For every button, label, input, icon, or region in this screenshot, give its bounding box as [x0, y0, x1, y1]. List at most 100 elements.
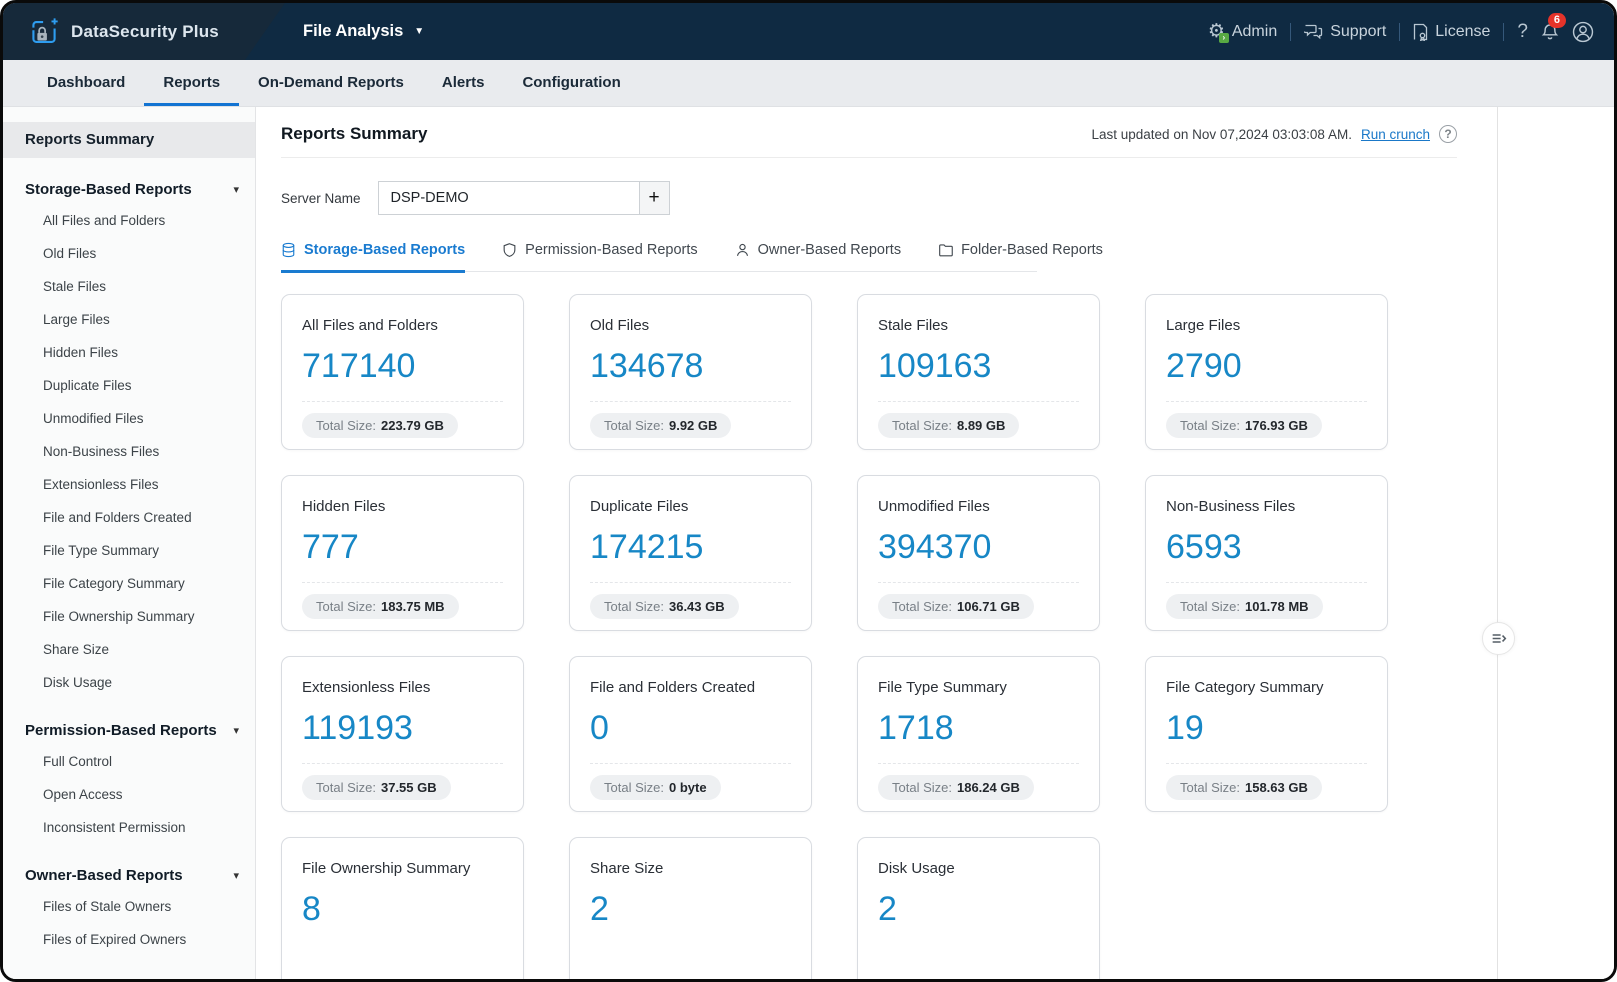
sidebar-section-owner-based-reports[interactable]: Owner-Based Reports ▾	[3, 867, 255, 884]
size-label: Total Size:	[1180, 418, 1240, 433]
card-title: File Type Summary	[878, 679, 1007, 696]
brand-area[interactable]: DataSecurity Plus	[3, 3, 285, 60]
card-title: File and Folders Created	[590, 679, 756, 696]
card-count: 109163	[878, 347, 992, 385]
card-count: 19	[1166, 709, 1204, 747]
report-card-large-files[interactable]: Large Files 2790 Total Size: 176.93 GB	[1145, 294, 1388, 450]
product-name: File Analysis	[303, 22, 404, 40]
divider	[590, 582, 791, 583]
tab-storage-based-reports[interactable]: Storage-Based Reports	[281, 242, 466, 273]
sidebar-item-non-business-files[interactable]: Non-Business Files	[43, 444, 160, 459]
side-panel-toggle-button[interactable]	[1482, 622, 1515, 655]
nav-tab-configuration[interactable]: Configuration	[522, 74, 621, 91]
report-card-share-size[interactable]: Share Size 2	[569, 837, 812, 979]
brand-title: DataSecurity Plus	[71, 21, 219, 41]
sidebar-item-file-ownership-summary[interactable]: File Ownership Summary	[43, 609, 195, 624]
divider	[302, 763, 503, 764]
card-title: File Ownership Summary	[302, 860, 471, 877]
size-label: Total Size:	[604, 418, 664, 433]
sidebar-section-permission-based-reports[interactable]: Permission-Based Reports ▾	[3, 722, 255, 739]
report-card-file-category-summary[interactable]: File Category Summary 19 Total Size: 158.63…	[1145, 656, 1388, 812]
sidebar-item-all-files-and-folders[interactable]: All Files and Folders	[43, 213, 166, 228]
sidebar-item-extensionless-files[interactable]: Extensionless Files	[43, 477, 159, 492]
report-card-file-and-folders-created[interactable]: File and Folders Created 0 Total Size: 0 by…	[569, 656, 812, 812]
folder-icon	[938, 242, 953, 258]
profile-button[interactable]	[1572, 21, 1594, 43]
sidebar-item-share-size[interactable]: Share Size	[43, 642, 110, 657]
sidebar-item-file-category-summary[interactable]: File Category Summary	[43, 576, 185, 591]
help-icon[interactable]: ?	[1517, 20, 1528, 42]
report-card-duplicate-files[interactable]: Duplicate Files 174215 Total Size: 36.43 GB	[569, 475, 812, 631]
help-circle-icon[interactable]: ?	[1439, 125, 1457, 143]
sidebar-item-reports-summary[interactable]: Reports Summary	[3, 122, 255, 158]
report-card-stale-files[interactable]: Stale Files 109163 Total Size: 8.89 GB	[857, 294, 1100, 450]
report-card-old-files[interactable]: Old Files 134678 Total Size: 9.92 GB	[569, 294, 812, 450]
card-count: 174215	[590, 528, 704, 566]
nav-tab-dashboard[interactable]: Dashboard	[47, 74, 126, 91]
divider	[878, 401, 1079, 402]
chevron-down-icon: ▾	[233, 184, 239, 196]
report-card-hidden-files[interactable]: Hidden Files 777 Total Size: 183.75 MB	[281, 475, 524, 631]
divider	[878, 763, 1079, 764]
tab-folder-based-reports[interactable]: Folder-Based Reports	[938, 242, 1103, 273]
size-label: Total Size:	[316, 780, 376, 795]
size-label: Total Size:	[1180, 780, 1240, 795]
support-menu[interactable]: Support	[1304, 23, 1386, 41]
card-title: Hidden Files	[302, 498, 386, 515]
topbar-right: ⚙ › Admin Support	[1208, 12, 1614, 43]
nav-tab-alerts[interactable]: Alerts	[441, 74, 485, 91]
server-name-label: Server Name	[281, 190, 361, 206]
card-title: Non-Business Files	[1166, 498, 1296, 515]
server-name-input[interactable]	[377, 181, 640, 215]
divider	[1166, 582, 1367, 583]
sidebar-item-open-access[interactable]: Open Access	[43, 787, 123, 802]
sidebar-item-stale-files[interactable]: Stale Files	[43, 279, 107, 294]
sidebar-item-full-control[interactable]: Full Control	[43, 754, 113, 769]
license-menu[interactable]: License	[1413, 23, 1490, 41]
card-count: 8	[302, 890, 321, 928]
report-card-extensionless-files[interactable]: Extensionless Files 119193 Total Size: 37.5…	[281, 656, 524, 812]
tab-permission-based-reports[interactable]: Permission-Based Reports	[502, 242, 698, 273]
sidebar-item-file-and-folders-created[interactable]: File and Folders Created	[43, 510, 192, 525]
datasecurity-logo-icon	[29, 17, 59, 47]
report-card-unmodified-files[interactable]: Unmodified Files 394370 Total Size: 106.71 …	[857, 475, 1100, 631]
card-count: 394370	[878, 528, 992, 566]
divider	[281, 157, 1457, 158]
sidebar-item-files-of-expired-owners[interactable]: Files of Expired Owners	[43, 932, 187, 947]
run-crunch-link[interactable]: Run crunch	[1360, 126, 1430, 142]
total-size-badge: Total Size: 106.71 GB	[878, 594, 1034, 619]
database-icon	[281, 242, 296, 258]
report-card-disk-usage[interactable]: Disk Usage 2	[857, 837, 1100, 979]
sidebar-section-storage-based-reports[interactable]: Storage-Based Reports ▾	[3, 181, 255, 198]
admin-menu[interactable]: ⚙ › Admin	[1208, 22, 1277, 43]
sidebar-item-hidden-files[interactable]: Hidden Files	[43, 345, 119, 360]
sidebar-item-disk-usage[interactable]: Disk Usage	[43, 675, 113, 690]
report-tabs: Storage-Based Reports Permission-Based Re…	[281, 242, 1103, 273]
card-title: Unmodified Files	[878, 498, 990, 515]
sidebar-item-file-type-summary[interactable]: File Type Summary	[43, 543, 160, 558]
card-count: 0	[590, 709, 609, 747]
sidebar-item-inconsistent-permission[interactable]: Inconsistent Permission	[43, 820, 186, 835]
sidebar-item-duplicate-files[interactable]: Duplicate Files	[43, 378, 132, 393]
sidebar-item-old-files[interactable]: Old Files	[43, 246, 97, 261]
total-size-badge: Total Size: 186.24 GB	[878, 775, 1034, 800]
report-card-all-files-and-folders[interactable]: All Files and Folders 717140 Total Size: 22…	[281, 294, 524, 450]
report-card-non-business-files[interactable]: Non-Business Files 6593 Total Size: 101.78 …	[1145, 475, 1388, 631]
tab-owner-based-reports[interactable]: Owner-Based Reports	[735, 242, 901, 273]
sidebar-item-unmodified-files[interactable]: Unmodified Files	[43, 411, 144, 426]
product-switcher[interactable]: File Analysis ▼	[303, 22, 424, 41]
card-title: Extensionless Files	[302, 679, 431, 696]
size-value: 101.78 MB	[1244, 599, 1309, 614]
nav-tab-on-demand-reports[interactable]: On-Demand Reports	[258, 74, 404, 91]
last-updated-text: Last updated on Nov 07,2024 03:03:08 AM.	[1091, 126, 1352, 142]
sidebar-item-large-files[interactable]: Large Files	[43, 312, 110, 327]
page-title: Reports Summary	[281, 124, 428, 143]
add-server-button[interactable]: +	[639, 181, 670, 215]
sidebar-item-files-of-stale-owners[interactable]: Files of Stale Owners	[43, 899, 172, 914]
total-size-badge: Total Size: 0 byte	[590, 775, 721, 800]
report-card-file-type-summary[interactable]: File Type Summary 1718 Total Size: 186.24 G…	[857, 656, 1100, 812]
report-card-file-ownership-summary[interactable]: File Ownership Summary 8	[281, 837, 524, 979]
nav-tab-reports[interactable]: Reports	[144, 60, 239, 106]
notifications-button[interactable]: 6	[1541, 12, 1566, 41]
tab-label: Permission-Based Reports	[525, 242, 698, 258]
